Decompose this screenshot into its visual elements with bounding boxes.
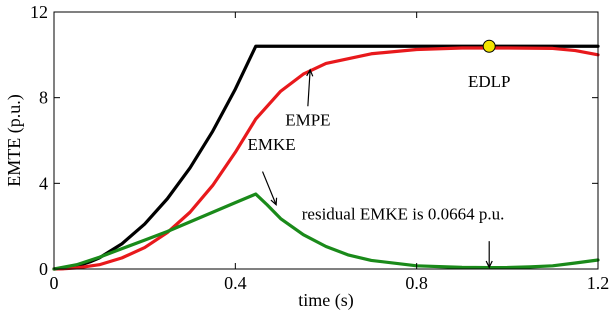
- x-tick-label: 0: [50, 273, 59, 293]
- x-axis-label: time (s): [298, 290, 354, 311]
- y-axis: 0 4 8 12: [30, 2, 598, 279]
- edlp_marker: [482, 39, 496, 53]
- x-tick-label: 0.8: [405, 273, 428, 293]
- emke_arrow: [261, 171, 278, 207]
- empe_arrow: [306, 68, 314, 107]
- x-tick-label: 0.4: [224, 273, 247, 293]
- residual_arrow: [485, 241, 493, 269]
- x-axis: 0 0.4 0.8 1.2: [50, 12, 610, 293]
- series-line-emke: [52, 192, 600, 271]
- annotation-layer: EDLP EMPE EMKE residual EMKE is 0.0664 p.u.: [248, 72, 511, 224]
- series-line-empe: [52, 46, 600, 271]
- plot-area: EDLP EMPE EMKE residual EMKE is 0.0664 p.u.: [52, 11, 600, 271]
- series-layer: [52, 44, 600, 271]
- annotation-empe_label: EMPE: [285, 111, 330, 130]
- y-tick-label: 8: [39, 88, 48, 108]
- y-tick-label: 4: [39, 173, 48, 193]
- y-tick-label: 12: [30, 2, 48, 22]
- series-line-edlp: [52, 44, 600, 271]
- y-tick-label: 0: [39, 259, 48, 279]
- x-tick-label: 1.2: [587, 273, 610, 293]
- annotation-edlp_label: EDLP: [468, 72, 511, 91]
- y-axis-label: EMTE (p.u.): [4, 94, 25, 186]
- marker-layer: [482, 39, 496, 53]
- plot-frame: [53, 11, 599, 270]
- annotation-emke_label: EMKE: [248, 135, 296, 154]
- annotation-residual_label: residual EMKE is 0.0664 p.u.: [302, 205, 505, 224]
- arrow-layer: [261, 68, 493, 269]
